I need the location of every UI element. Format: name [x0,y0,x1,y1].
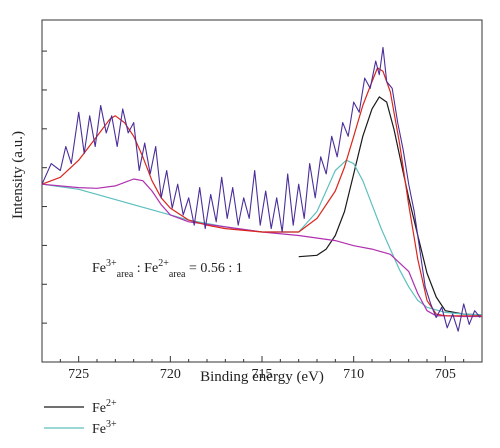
y-axis-label: Intensity (a.u.) [10,131,26,219]
x-tick-label-720: 720 [160,367,181,382]
x-axis-label: Binding energy (eV) [200,369,324,385]
area-ratio-annotation: Fe3+area : Fe2+area = 0.56 : 1 [92,258,243,280]
series-layer [41,46,483,332]
x-tick-label-710: 710 [343,367,364,382]
envelope-fit-curve [41,67,482,317]
x-tick-label-715: 715 [252,367,273,382]
legend-label-fe2: Fe2+ [92,398,117,416]
background-curve [41,178,482,318]
x-ticks: 725 720 715 710 705 [41,356,483,382]
legend-label-fe3: Fe3+ [92,419,117,437]
y-ticks [42,50,47,324]
plot-frame [41,19,483,363]
x-tick-label-725: 725 [68,367,89,382]
fe3-fit-curve [41,159,483,316]
x-tick-label-705: 705 [435,367,456,382]
raw-spectrum-curve [41,46,481,332]
legend: Fe2+ Fe3+ [44,398,117,437]
fe2-fit-curve [298,96,483,316]
